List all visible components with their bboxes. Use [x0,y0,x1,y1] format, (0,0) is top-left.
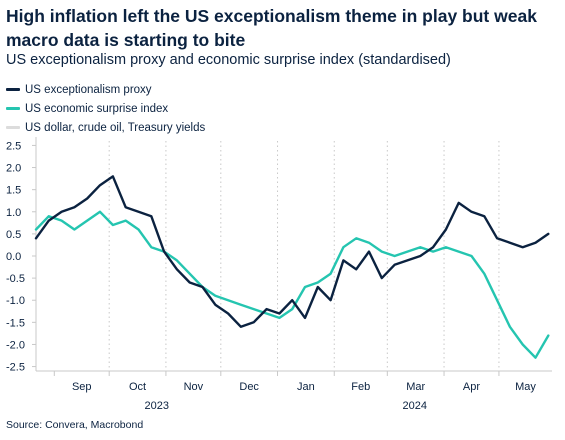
chart-title: High inflation left the US exceptionalis… [6,6,537,50]
x-tick-label: Apr [463,381,480,393]
y-tick-label: 1.5 [6,185,21,197]
y-tick-label: -2.5 [6,362,25,374]
x-tick-label: Jan [297,381,315,393]
legend-label-surprise: US economic surprise index [25,102,169,115]
x-tick-label: Oct [129,381,146,393]
y-tick-label: 0.0 [6,251,21,263]
chart-subtitle: US exceptionalism proxy and economic sur… [6,52,451,68]
x-tick-label: Dec [239,381,259,393]
y-tick-label: -0.5 [6,273,25,285]
y-tick-label: 0.5 [6,229,21,241]
proxy-series-line [34,175,550,328]
y-tick-label: -1.0 [6,295,25,307]
x-tick-label: Nov [184,381,204,393]
source-note: Source: Convera, Macrobond [6,419,144,431]
x-tick-label: Mar [406,381,425,393]
legend-label-grey: US dollar, crude oil, Treasury yields [25,121,206,134]
y-tick-label: 1.0 [6,207,21,219]
legend-item-proxy: US exceptionalism proxy [6,80,205,99]
legend-item-surprise: US economic surprise index [6,99,205,118]
y-tick-label: 2.0 [6,163,21,175]
year-label-2023: 2023 [145,400,169,412]
legend: US exceptionalism proxy US economic surp… [6,80,205,137]
y-tick-label: -1.5 [6,317,25,329]
legend-label-proxy: US exceptionalism proxy [25,83,152,96]
y-tick-label: 2.5 [6,140,21,152]
y-tick-label: -2.0 [6,339,25,351]
legend-swatch-surprise [6,107,20,110]
legend-swatch-grey [6,126,20,129]
x-tick-label: Sep [72,381,92,393]
legend-item-grey: US dollar, crude oil, Treasury yields [6,118,205,137]
year-label-2024: 2024 [403,400,427,412]
surprise-series-line [34,210,550,359]
legend-swatch-proxy [6,88,20,91]
x-tick-label: Feb [351,381,370,393]
x-tick-label: May [515,381,536,393]
